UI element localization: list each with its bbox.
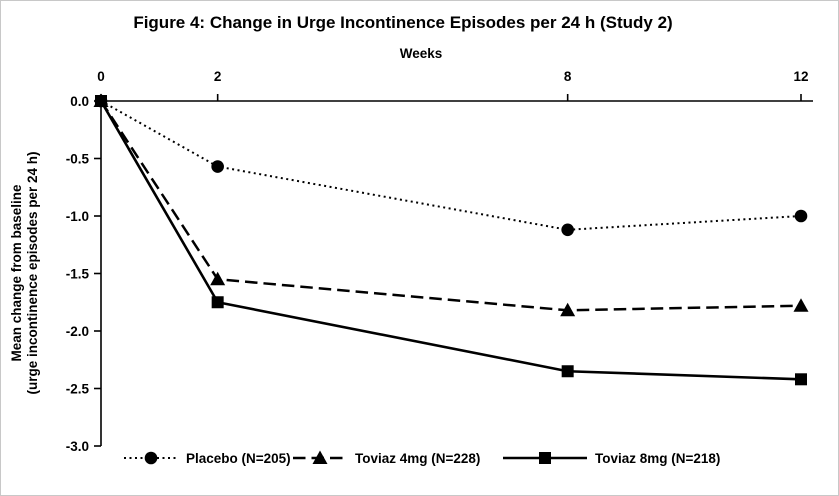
- marker-triangle: [210, 271, 226, 286]
- legend-item: Toviaz 4mg (N=228): [293, 450, 480, 466]
- x-axis-title: Weeks: [400, 46, 443, 61]
- y-tick-label: -2.0: [66, 324, 89, 339]
- marker-triangle: [793, 298, 809, 312]
- y-tick-label: -3.0: [66, 439, 89, 454]
- series-line: [99, 100, 802, 312]
- series-triangle: [93, 93, 809, 317]
- marker-triangle: [312, 450, 328, 464]
- x-tick-label: 12: [793, 69, 808, 84]
- marker-circle: [794, 209, 808, 223]
- chart-title: Figure 4: Change in Urge Incontinence Ep…: [133, 13, 672, 32]
- marker-square: [95, 95, 107, 107]
- y-tick-label: -1.0: [66, 209, 89, 224]
- marker-square: [211, 296, 224, 309]
- legend-item: Toviaz 8mg (N=218): [503, 451, 720, 466]
- series-square: [95, 95, 807, 386]
- series-line: [100, 100, 802, 231]
- x-tick-label: 0: [97, 69, 105, 84]
- legend: Placebo (N=205) Toviaz 4mg (N=228) Toviaz …: [124, 450, 720, 466]
- y-tick-label: -0.5: [66, 151, 90, 166]
- series-line: [99, 100, 802, 381]
- marker-square: [795, 373, 807, 386]
- y-tick-label: -1.5: [66, 266, 90, 281]
- y-tick-label: 0.0: [70, 94, 89, 109]
- y-tick-label: -2.5: [66, 381, 90, 396]
- legend-label: Toviaz 4mg (N=228): [355, 451, 480, 466]
- marker-square: [539, 452, 551, 464]
- legend-label: Placebo (N=205): [186, 451, 291, 466]
- axes: 0 2 8 12 0.0 -0.5 -1.0 -1.5 -2.0 -2.5 -3.0: [66, 69, 813, 454]
- legend-label: Toviaz 8mg (N=218): [595, 451, 720, 466]
- x-tick-label: 2: [214, 69, 222, 84]
- marker-triangle: [560, 302, 576, 317]
- marker-circle: [144, 451, 158, 465]
- marker-circle: [211, 160, 224, 173]
- data-series: [93, 93, 809, 386]
- series-circle: [94, 94, 808, 237]
- marker-circle: [561, 223, 574, 237]
- y-axis-title-line-2: (urge incontinence episodes per 24 h): [25, 151, 40, 394]
- x-tick-label: 8: [564, 69, 572, 84]
- y-axis-title-line-1: Mean change from baseline: [9, 184, 24, 362]
- marker-square: [561, 365, 574, 378]
- legend-item: Placebo (N=205): [124, 451, 291, 466]
